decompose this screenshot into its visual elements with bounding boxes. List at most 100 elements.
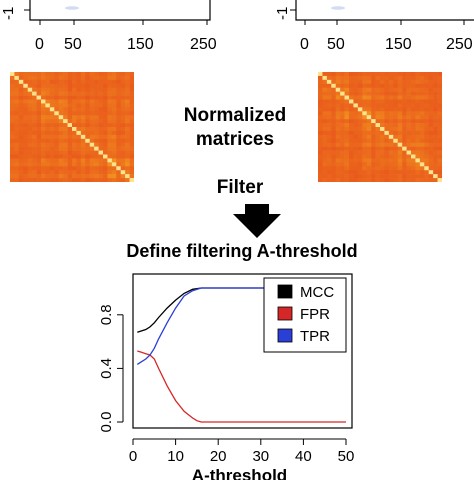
heatmap-cell (375, 99, 381, 104)
heatmap-cell (63, 170, 68, 175)
heatmap-cell (27, 127, 33, 132)
heatmap-cell (357, 79, 363, 85)
heatmap-cell (103, 119, 108, 124)
heatmap-cell (45, 75, 51, 81)
heatmap-cell (14, 107, 20, 112)
heatmap-cell (98, 83, 104, 89)
heatmap-cell (388, 138, 394, 144)
heatmap-cell (63, 72, 68, 77)
heatmap-cell (72, 75, 77, 81)
heatmap-cell (424, 158, 430, 163)
heatmap-cell (344, 91, 350, 96)
heatmap-cell (424, 178, 430, 182)
heatmap-cell (371, 91, 376, 96)
heatmap-cell (406, 79, 412, 85)
heatmap-cell (415, 79, 421, 85)
heatmap-cell (322, 119, 328, 124)
heatmap-cell (32, 83, 37, 89)
heatmap-cell (388, 111, 394, 116)
heatmap-cell (344, 162, 350, 167)
heatmap-cell (85, 79, 91, 85)
heatmap-cell (318, 130, 323, 136)
heatmap-cell (23, 138, 29, 144)
heatmap-cell (23, 166, 29, 171)
heatmap-cell (322, 134, 328, 140)
heatmap-cell (98, 91, 104, 96)
heatmap-cell (366, 134, 372, 140)
heatmap-cell (36, 170, 42, 175)
heatmap-cell (111, 103, 117, 108)
heatmap-cell (419, 130, 425, 136)
heatmap-cell (89, 154, 95, 159)
heatmap-cell (402, 174, 407, 179)
heatmap-cell (340, 154, 345, 159)
heatmap-cell (14, 123, 20, 128)
heatmap-cell (424, 166, 430, 171)
heatmap-cell (357, 162, 363, 167)
heatmap-cell (411, 119, 416, 124)
heatmap-cell (27, 142, 33, 147)
heatmap-cell (129, 79, 134, 85)
heatmap-cell (54, 107, 60, 112)
heatmap-cell (18, 99, 24, 104)
heatmap-cell (437, 99, 442, 104)
heatmap-cell (111, 119, 117, 124)
heatmap-cell (428, 174, 434, 179)
heatmap-cell (36, 87, 42, 92)
heatmap-cell (371, 111, 376, 116)
y-tick-label: 0.0 (98, 412, 115, 433)
heatmap-cell (384, 87, 390, 92)
heatmap-cell (80, 130, 86, 136)
heatmap-cell (89, 79, 95, 85)
heatmap-cell (344, 154, 350, 159)
heatmap-cell (318, 103, 323, 108)
heatmap-cell (340, 103, 345, 108)
heatmap-cell (23, 134, 29, 140)
heatmap-cell (353, 72, 359, 77)
heatmap-cell (322, 127, 328, 132)
heatmap-cell (371, 146, 376, 151)
heatmap-cell (103, 130, 108, 136)
heatmap-cell (36, 83, 42, 89)
heatmap-cell (362, 130, 368, 136)
heatmap-cell (411, 146, 416, 151)
heatmap-cell (54, 162, 60, 167)
heatmap-cell (49, 127, 55, 132)
heatmap-cell (103, 91, 108, 96)
heatmap-cell (27, 103, 33, 108)
heatmap-cell (45, 83, 51, 89)
heatmap-cell (76, 83, 82, 89)
heatmap-cell (437, 123, 442, 128)
heatmap-cell (380, 91, 385, 96)
heatmap-cell (94, 95, 99, 100)
heatmap-cell (23, 174, 29, 179)
heatmap-cell (32, 75, 37, 81)
heatmap-cell (14, 79, 20, 85)
heatmap-cell (129, 146, 134, 151)
top-left-x-tick-250: 250 (190, 36, 217, 53)
heatmap-cell (424, 174, 430, 179)
heatmap-cell (54, 75, 60, 81)
heatmap-cell (335, 72, 341, 77)
heatmap-cell (366, 75, 372, 81)
heatmap-cell (331, 103, 337, 108)
heatmap-cell (424, 142, 430, 147)
heatmap-cell (14, 178, 20, 182)
heatmap-cell (94, 150, 99, 155)
heatmap-cell (45, 127, 51, 132)
heatmap-cell (397, 150, 403, 155)
heatmap-cell (402, 79, 407, 85)
heatmap-cell (36, 123, 42, 128)
heatmap-cell (340, 79, 345, 85)
heatmap-cell (424, 170, 430, 175)
heatmap-cell (27, 123, 33, 128)
heatmap-cell (397, 83, 403, 89)
heatmap-cell (366, 87, 372, 92)
heatmap-cell (10, 115, 15, 120)
heatmap-cell (357, 130, 363, 136)
heatmap-cell (362, 162, 368, 167)
heatmap-cell (371, 75, 376, 81)
heatmap-cell (353, 134, 359, 140)
heatmap-cell (380, 154, 385, 159)
heatmap-cell (411, 75, 416, 81)
